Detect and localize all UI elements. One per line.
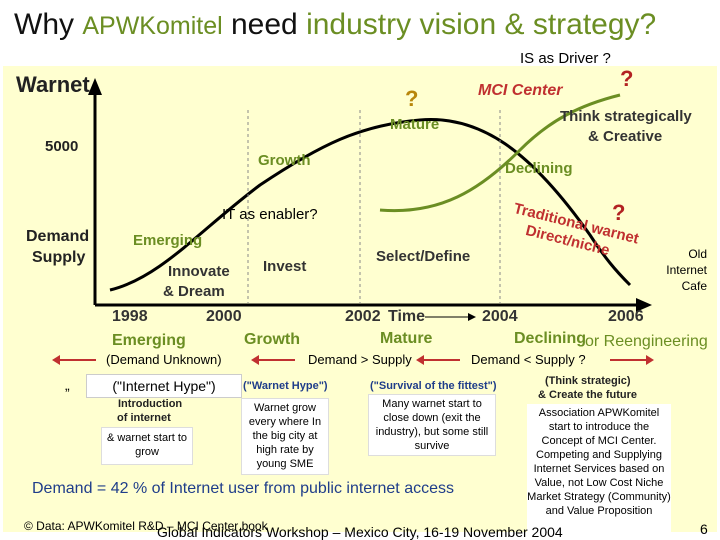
arrow-right-head [416,355,424,365]
new-curve [379,93,621,213]
think-label-1: Think strategically [560,108,692,125]
demand-greater-supply: Demand > Supply [308,352,412,367]
think-strategic-header: (Think strategic) [545,375,631,387]
x-tick-2004: 2004 [482,308,518,325]
box-declining: Association APWKomitel start to introduc… [527,404,671,534]
stage-emerging: Emerging [112,332,186,349]
demand-statistic: Demand = 42 % of Internet user from publ… [32,480,454,497]
stage-mature: Mature [380,330,433,347]
arrow-end-head [646,355,654,365]
demand-unknown: (Demand Unknown) [106,352,222,367]
it-enabler-label: IT as enabler? [222,206,318,223]
mature-curve-label: Mature [390,116,440,133]
old-cafe-line-2: Internet [666,263,707,277]
y-title: Warnet [16,72,90,97]
box-emerging: & warnet start to grow [101,427,193,465]
old-cafe-line-3: Cafe [681,279,707,293]
intro-header-2: of internet [117,412,171,424]
old-internet-cafe: Old Internet Cafe [655,246,707,294]
growth-curve-label: Growth [258,152,311,169]
create-future-header: & Create the future [538,389,638,401]
survival-header: ("Survival of the fittest") [370,380,497,392]
x-tick-1998: 1998 [112,308,148,325]
box-mature: Many warnet start to close down (exit th… [368,394,496,456]
time-arrow-head [468,313,476,321]
question-mark-1: ? [620,66,634,91]
old-cafe-line-1: Old [688,247,707,261]
title-part1: Why [14,8,83,41]
think-label-2: & Creative [588,128,663,145]
y-value: 5000 [45,138,79,155]
declining-curve-label: Declining [505,160,573,177]
y-label-supply: Supply [32,249,86,266]
is-as-driver: IS as Driver ? [520,50,611,67]
title-part4: industry vision & strategy? [306,8,657,41]
arrow-left-head [52,355,60,365]
question-mark-2: ? [405,86,419,111]
y-axis-arrow [88,78,102,95]
arrow-mid-head [251,355,259,365]
page-number: 6 [700,521,708,537]
x-tick-2006: 2006 [608,308,644,325]
stage-declining: Declining [514,330,587,347]
internet-hype-box: ("Internet Hype") [86,374,242,398]
quote-mark: „ [65,377,70,393]
stage-growth: Growth [244,331,300,348]
question-mark-3: ? [612,200,626,225]
x-axis-arrow [636,298,652,312]
invest-label: Invest [263,258,307,275]
title-part3: need [222,8,307,41]
emerging-curve-label: Emerging [133,232,203,249]
mci-center-label: MCI Center [478,82,563,99]
slide-title: Why APWKomitel need industry vision & st… [14,8,656,42]
x-axis-time-label: Time [388,308,426,325]
innovate-label: Innovate [168,263,230,280]
x-tick-2000: 2000 [206,308,242,325]
internet-hype: ("Internet Hype") [112,378,216,394]
stage-reengineering: or Reengineering [585,333,708,350]
footer-source: © Data: APWKomitel R&D – MCI Center book [24,519,268,533]
title-part2: APWKomitel [82,12,223,40]
y-label-demand: Demand [26,228,90,245]
dream-label: & Dream [163,283,225,300]
demand-less-supply: Demand < Supply ? [471,352,586,367]
x-tick-2002: 2002 [345,308,381,325]
box-growth: Warnet grow every where In the big city … [241,398,329,475]
lifecycle-curve [109,118,632,292]
select-define-label: Select/Define [376,248,471,265]
footer-workshop: Global Indicators Workshop – Mexico City… [157,524,563,540]
intro-header-1: Introduction [118,398,183,410]
warnet-hype-header: ("Warnet Hype") [243,380,328,392]
